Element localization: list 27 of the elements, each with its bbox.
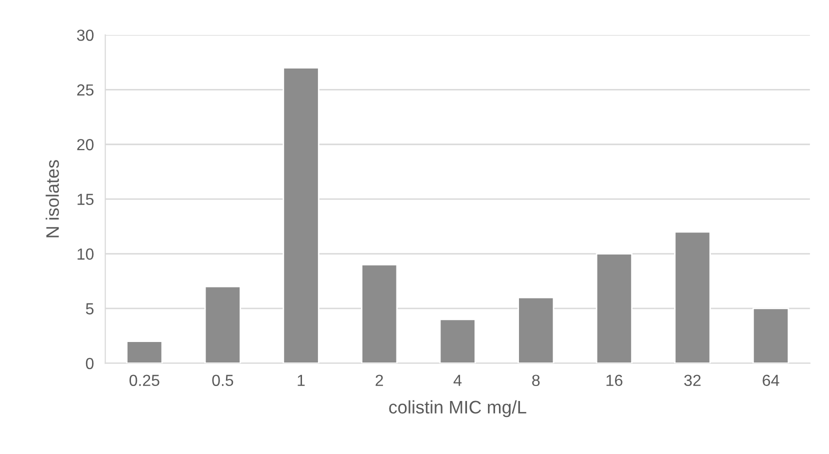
- y-tick-label: 0: [86, 358, 94, 370]
- x-tick-label: 16: [606, 374, 622, 386]
- bar: [204, 286, 242, 364]
- bar: [518, 296, 554, 364]
- y-tick-label: 20: [77, 139, 94, 150]
- y-tick-label: 10: [78, 248, 94, 260]
- y-tick-label: 15: [78, 194, 94, 206]
- bar: [596, 253, 633, 364]
- y-tick-label: 30: [77, 30, 94, 41]
- x-tick-label: 2: [376, 374, 383, 386]
- x-tick-label: 8: [532, 374, 540, 386]
- x-tick-label: 4: [454, 374, 462, 386]
- bar: [361, 264, 398, 364]
- bar: [752, 308, 790, 364]
- x-tick-label: 32: [684, 374, 701, 386]
- x-axis-title: colistin MIC mg/L: [389, 400, 526, 418]
- y-tick-label: 5: [86, 303, 94, 314]
- bar: [126, 340, 163, 364]
- x-tick-label: 1: [298, 374, 305, 386]
- bar: [674, 231, 711, 364]
- bar: [439, 318, 476, 364]
- y-axis-title: N isolates: [46, 160, 59, 238]
- x-tick-label: 0.5: [212, 374, 234, 386]
- x-tick-label: 0.25: [130, 374, 160, 386]
- y-tick-label: 25: [77, 84, 94, 96]
- bar: [282, 67, 320, 364]
- x-tick-label: 64: [762, 374, 780, 386]
